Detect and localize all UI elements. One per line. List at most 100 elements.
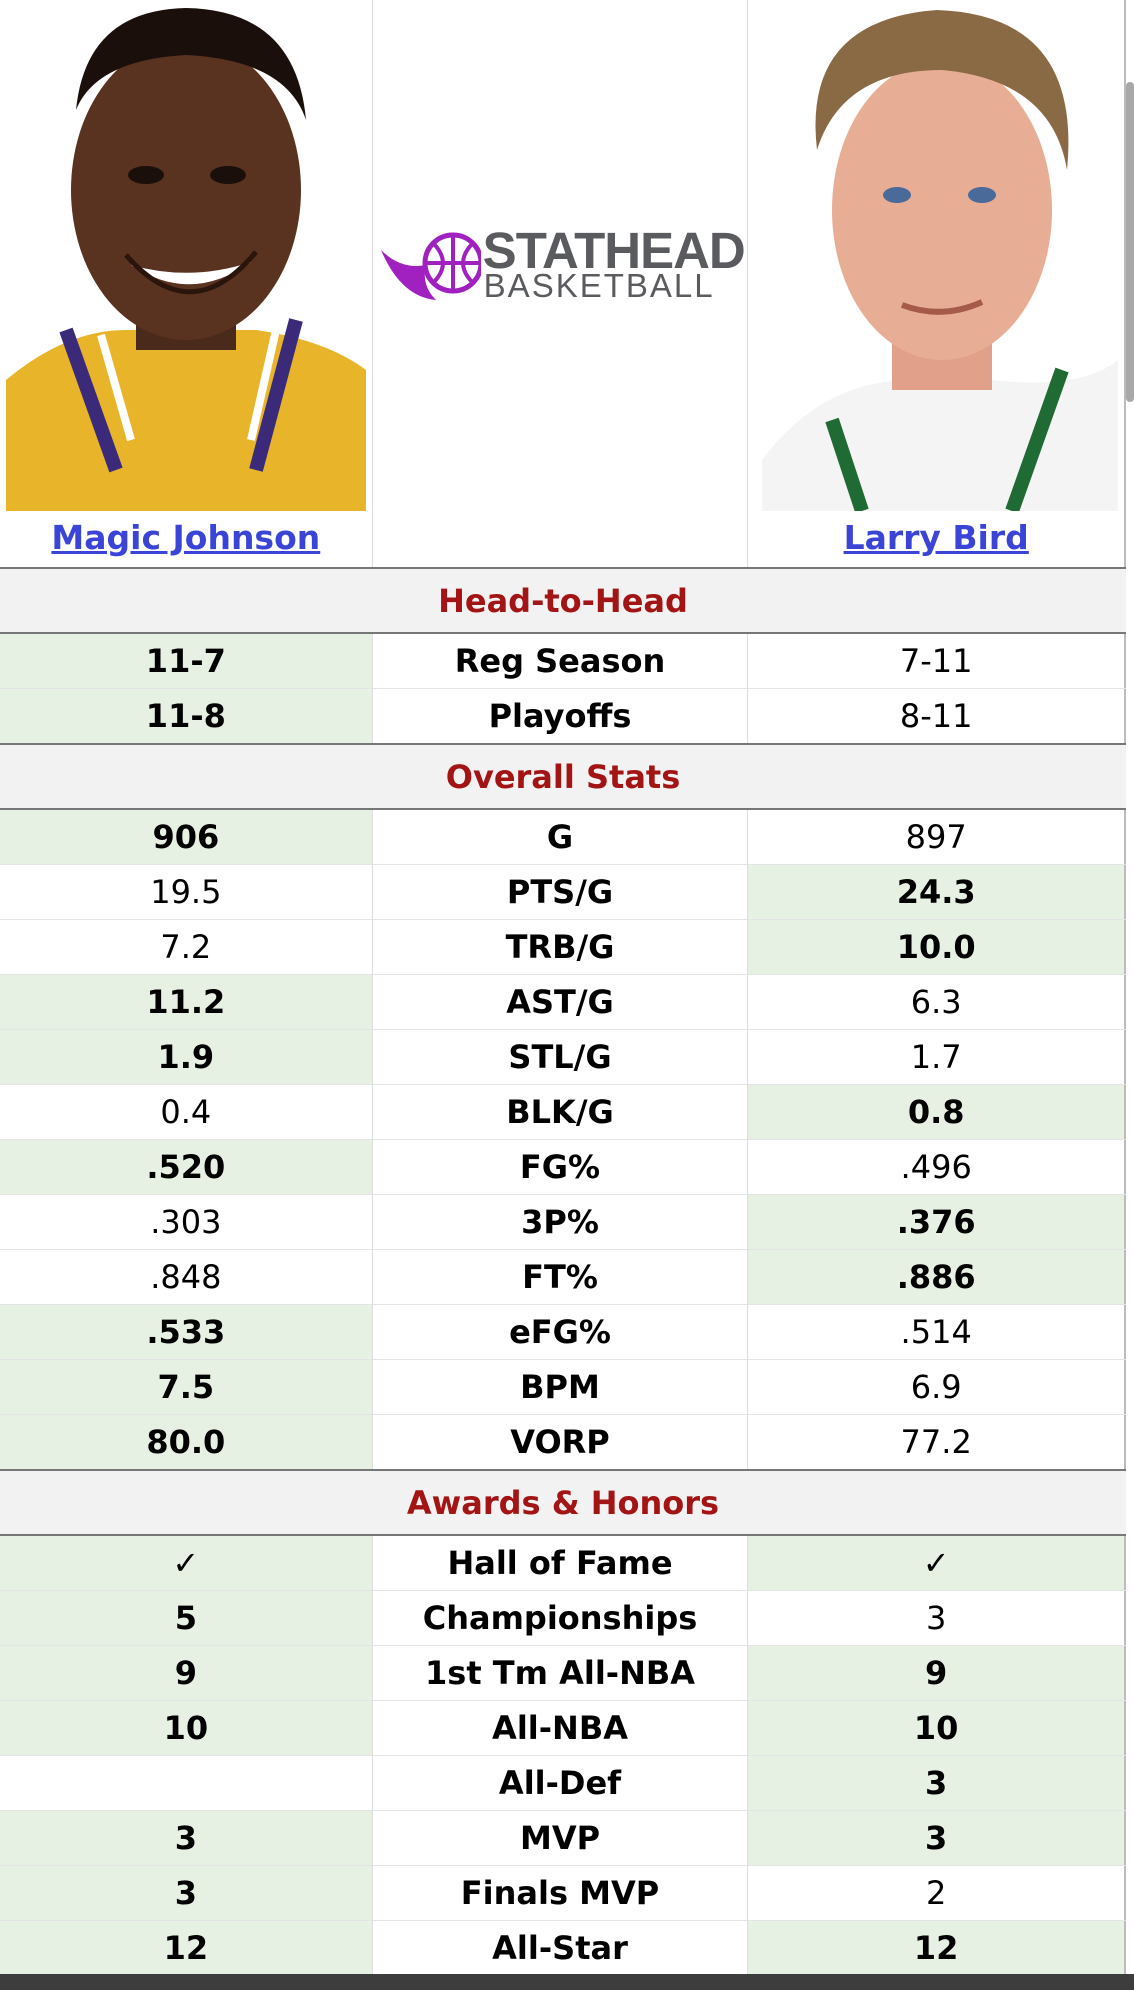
- stat-right-value: 9: [748, 1646, 1127, 1700]
- stat-right-value: 3: [748, 1591, 1127, 1645]
- stat-right-value: 24.3: [748, 865, 1127, 919]
- player-right-column: Larry Bird: [748, 0, 1127, 567]
- stat-row: ✓ Hall of Fame ✓: [0, 1536, 1127, 1591]
- stat-left-value: 12: [0, 1921, 373, 1975]
- stat-right-value: 2: [748, 1866, 1127, 1920]
- stat-right-value: 0.8: [748, 1085, 1127, 1139]
- stat-label: Playoffs: [373, 689, 749, 743]
- stat-left-value: 11-7: [0, 634, 373, 688]
- stat-label: 1st Tm All-NBA: [373, 1646, 749, 1700]
- stat-left-value: .533: [0, 1305, 373, 1359]
- stat-right-value: ✓: [748, 1536, 1127, 1590]
- basketball-logo-icon: [380, 232, 484, 300]
- stat-right-value: 1.7: [748, 1030, 1127, 1084]
- stat-row: 906 G 897: [0, 810, 1127, 865]
- vertical-scrollbar[interactable]: [1126, 82, 1134, 402]
- stat-label: FG%: [373, 1140, 749, 1194]
- stat-row: 11.2 AST/G 6.3: [0, 975, 1127, 1030]
- stat-left-value: 11.2: [0, 975, 373, 1029]
- stat-left-value: 7.2: [0, 920, 373, 974]
- stat-row: .533 eFG% .514: [0, 1305, 1127, 1360]
- stat-right-value: 10.0: [748, 920, 1127, 974]
- stat-row: 7.5 BPM 6.9: [0, 1360, 1127, 1415]
- stat-left-value: 7.5: [0, 1360, 373, 1414]
- logo-column: STATHEAD BASKETBALL: [373, 0, 749, 567]
- stat-row: 11-7 Reg Season 7-11: [0, 634, 1127, 689]
- stat-right-value: .514: [748, 1305, 1127, 1359]
- stat-label: All-NBA: [373, 1701, 749, 1755]
- stat-label: MVP: [373, 1811, 749, 1865]
- stat-label: G: [373, 810, 749, 864]
- stat-left-value: 906: [0, 810, 373, 864]
- stat-right-value: 6.9: [748, 1360, 1127, 1414]
- stat-right-value: 3: [748, 1756, 1127, 1810]
- stat-left-value: 5: [0, 1591, 373, 1645]
- stat-left-value: 80.0: [0, 1415, 373, 1469]
- stat-label: AST/G: [373, 975, 749, 1029]
- stat-label: Finals MVP: [373, 1866, 749, 1920]
- player-left-link[interactable]: Magic Johnson: [51, 518, 321, 557]
- stat-row: 7.2 TRB/G 10.0: [0, 920, 1127, 975]
- player-header: Magic Johnson STATHEAD BASKETBALL: [0, 0, 1127, 569]
- stat-right-value: 8-11: [748, 689, 1127, 743]
- stat-row: 3 Finals MVP 2: [0, 1866, 1127, 1921]
- stat-right-value: .496: [748, 1140, 1127, 1194]
- stat-right-value: .376: [748, 1195, 1127, 1249]
- stat-row: 80.0 VORP 77.2: [0, 1415, 1127, 1469]
- stat-right-value: 3: [748, 1811, 1127, 1865]
- stat-label: VORP: [373, 1415, 749, 1469]
- player-left-photo: [6, 0, 366, 511]
- stat-left-value: 0.4: [0, 1085, 373, 1139]
- stat-row: 0.4 BLK/G 0.8: [0, 1085, 1127, 1140]
- stat-row: 1.9 STL/G 1.7: [0, 1030, 1127, 1085]
- section-rows: 11-7 Reg Season 7-11 11-8 Playoffs 8-11: [0, 634, 1127, 745]
- stat-left-value: .848: [0, 1250, 373, 1304]
- stat-left-value: [0, 1756, 373, 1810]
- stat-right-value: 10: [748, 1701, 1127, 1755]
- stat-label: TRB/G: [373, 920, 749, 974]
- player-left-column: Magic Johnson: [0, 0, 373, 567]
- stat-label: FT%: [373, 1250, 749, 1304]
- section-header: Head-to-Head: [0, 569, 1126, 634]
- stat-row: .848 FT% .886: [0, 1250, 1127, 1305]
- section-title: Awards & Honors: [406, 1483, 720, 1522]
- section-title: Overall Stats: [445, 757, 681, 796]
- stat-label: Reg Season: [373, 634, 749, 688]
- stat-right-value: 7-11: [748, 634, 1127, 688]
- stat-left-value: 3: [0, 1811, 373, 1865]
- stat-row: 12 All-Star 12: [0, 1921, 1127, 1975]
- stat-row: 9 1st Tm All-NBA 9: [0, 1646, 1127, 1701]
- stat-label: Hall of Fame: [373, 1536, 749, 1590]
- stat-label: 3P%: [373, 1195, 749, 1249]
- section-rows: 906 G 897 19.5 PTS/G 24.3 7.2 TRB/G 10.0 11.2 AST/…: [0, 810, 1127, 1471]
- stat-label: STL/G: [373, 1030, 749, 1084]
- stat-label: BLK/G: [373, 1085, 749, 1139]
- stat-row: .520 FG% .496: [0, 1140, 1127, 1195]
- stathead-logo: STATHEAD BASKETBALL: [380, 222, 751, 305]
- stat-right-value: 77.2: [748, 1415, 1127, 1469]
- section-header: Overall Stats: [0, 745, 1126, 810]
- player-right-photo: [762, 0, 1119, 511]
- logo-text-stathead: STATHEAD: [482, 222, 746, 279]
- stat-label: BPM: [373, 1360, 749, 1414]
- stat-left-value: 11-8: [0, 689, 373, 743]
- stat-row: 19.5 PTS/G 24.3: [0, 865, 1127, 920]
- stat-right-value: 12: [748, 1921, 1127, 1975]
- player-right-link[interactable]: Larry Bird: [843, 518, 1029, 557]
- stat-right-value: .886: [748, 1250, 1127, 1304]
- stat-row: .303 3P% .376: [0, 1195, 1127, 1250]
- bottom-bar: [0, 1974, 1134, 1990]
- stat-row: 11-8 Playoffs 8-11: [0, 689, 1127, 743]
- stat-right-value: 897: [748, 810, 1127, 864]
- stat-row: All-Def 3: [0, 1756, 1127, 1811]
- stat-label: PTS/G: [373, 865, 749, 919]
- stat-left-value: .520: [0, 1140, 373, 1194]
- section-rows: ✓ Hall of Fame ✓ 5 Championships 3 9 1st Tm All…: [0, 1536, 1127, 1977]
- stat-left-value: 9: [0, 1646, 373, 1700]
- section-title: Head-to-Head: [438, 581, 688, 620]
- stat-row: 5 Championships 3: [0, 1591, 1127, 1646]
- stat-sections: Head-to-Head 11-7 Reg Season 7-11 11-8 Playof…: [0, 569, 1127, 1977]
- stat-left-value: .303: [0, 1195, 373, 1249]
- logo-text-basketball: BASKETBALL: [483, 267, 715, 304]
